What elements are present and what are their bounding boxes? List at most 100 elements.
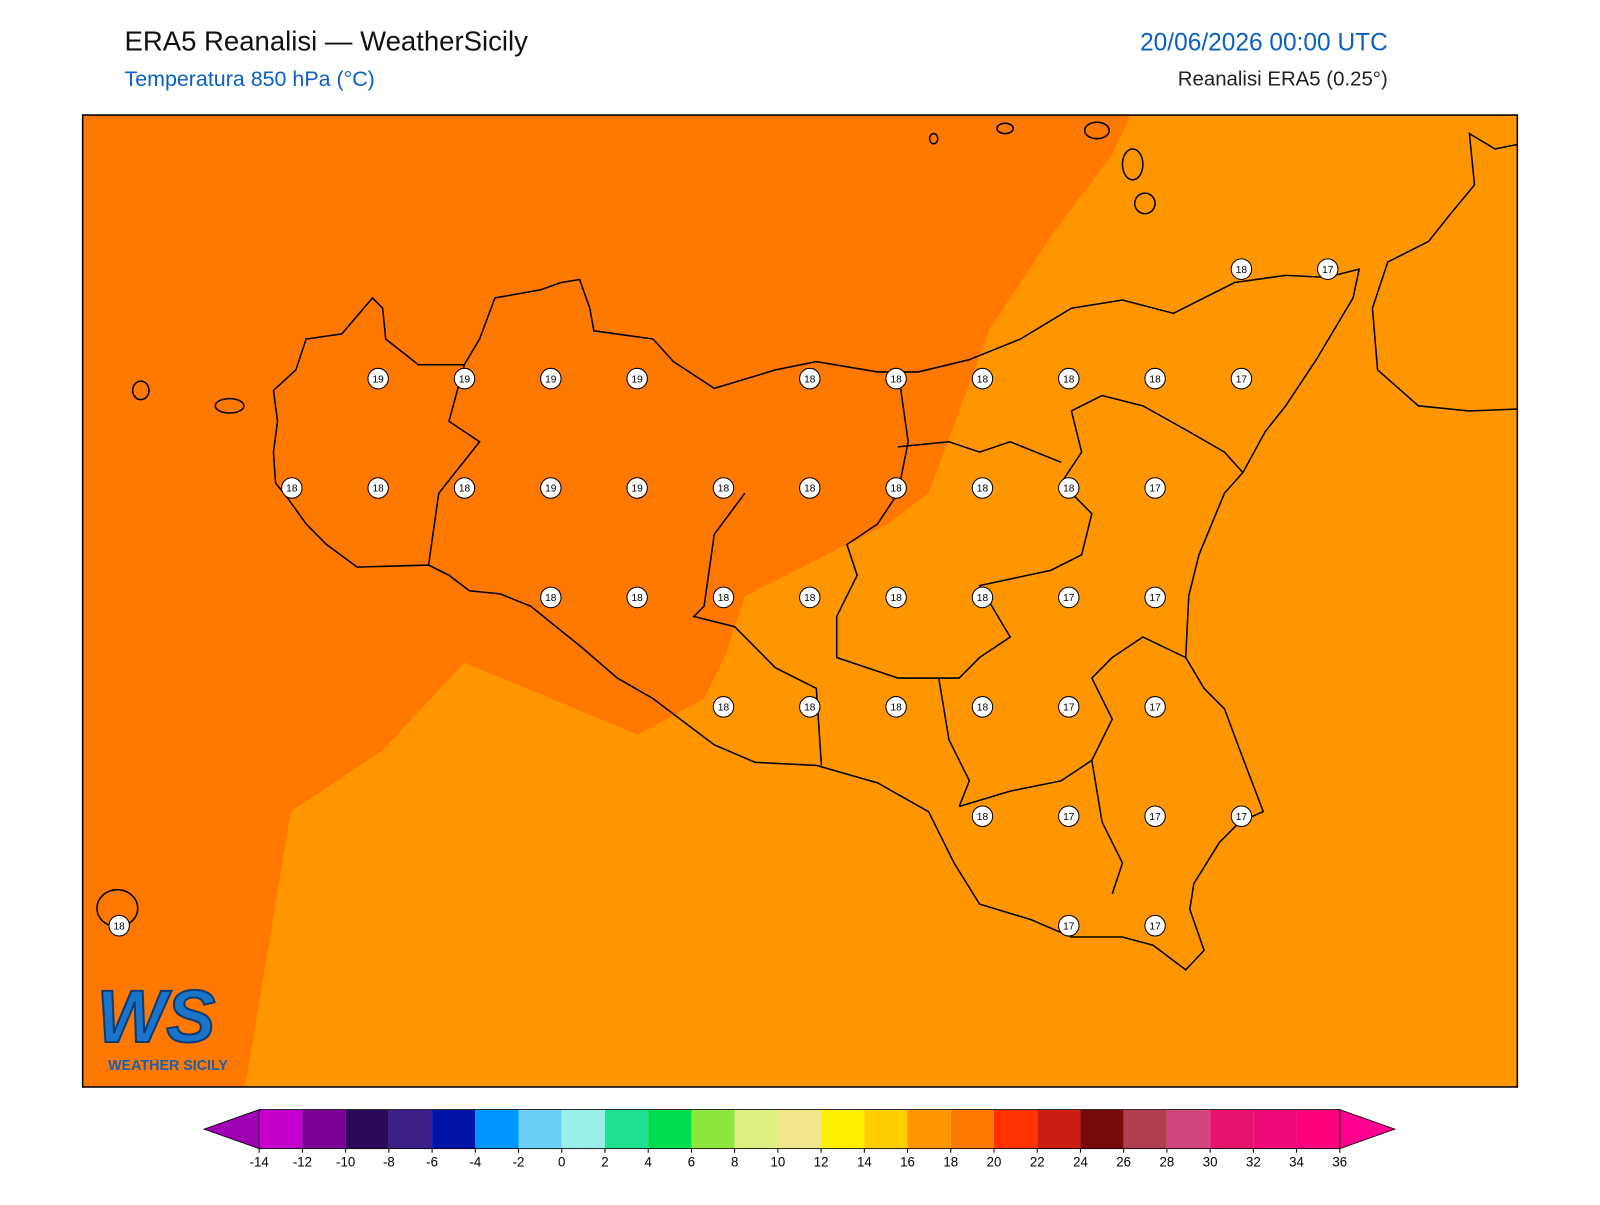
colorbar-segment — [734, 1109, 778, 1149]
date: 20/06/2026 00:00 UTC — [1140, 30, 1388, 57]
label-circle — [1058, 696, 1080, 718]
island — [1121, 148, 1144, 181]
label-circle — [971, 586, 994, 609]
station-labels: 18 17 19 19 19 19 18 18 18 18 18 17 18 18 18 19 19 18 18 18… — [108, 258, 1339, 937]
label-circle — [1317, 258, 1339, 280]
label-value: 18 — [1063, 484, 1075, 495]
label-value: 18 — [890, 484, 902, 495]
colorbar-tick-label: -6 — [426, 1155, 438, 1170]
label-circle — [885, 367, 907, 390]
label-circle — [1230, 805, 1253, 828]
colorbar-tick-label: 34 — [1289, 1155, 1304, 1170]
label-circle — [1144, 696, 1166, 718]
colorbar-segment — [1166, 1109, 1211, 1149]
label-value: 18 — [977, 812, 989, 823]
label-value: 17 — [1149, 593, 1161, 604]
colorbar-segment — [907, 1109, 951, 1149]
subtitle: Temperatura 850 hPa (°C) — [124, 67, 374, 91]
label-circle — [1144, 914, 1166, 937]
label-circle — [367, 367, 389, 390]
label-circle — [1058, 914, 1080, 937]
label-value: 17 — [1149, 921, 1161, 932]
colorbar-segment — [1080, 1109, 1124, 1149]
label-circle — [799, 477, 821, 499]
label-value: 18 — [890, 703, 902, 714]
colorbar-segment — [1296, 1109, 1340, 1149]
colorbar-tick-label: 20 — [987, 1155, 1002, 1170]
island — [996, 122, 1015, 135]
label-value: 18 — [890, 593, 902, 604]
label-circle — [1144, 586, 1166, 609]
label-value: 18 — [1149, 374, 1161, 385]
label-value: 17 — [1063, 703, 1075, 714]
label-value: 17 — [1322, 265, 1334, 276]
label-circle — [540, 477, 562, 499]
label-circle — [712, 696, 735, 718]
label-circle — [1144, 367, 1166, 390]
colorbar-tick-label: 24 — [1073, 1155, 1088, 1170]
logo-name: WEATHER SICILY — [108, 1058, 228, 1074]
label-value: 19 — [631, 484, 643, 495]
island — [1133, 192, 1156, 215]
colorbar-segment — [691, 1109, 735, 1149]
label-value: 17 — [1149, 703, 1161, 714]
colorbar-tick-label: 8 — [731, 1155, 738, 1170]
colorbar-tick-label: -2 — [513, 1155, 525, 1170]
label-circle — [799, 696, 821, 718]
label-value: 18 — [631, 593, 643, 604]
label-circle — [453, 367, 476, 390]
colorbar-tick-label: 0 — [558, 1155, 565, 1170]
colorbar-tick-label: 30 — [1203, 1155, 1218, 1170]
label-circle — [1058, 477, 1080, 499]
colorbar-tick-label: -10 — [336, 1155, 355, 1170]
label-value: 17 — [1063, 812, 1075, 823]
label-circle — [971, 696, 994, 718]
label-circle — [1058, 586, 1080, 609]
colorbar-segment — [259, 1109, 303, 1149]
label-value: 18 — [1236, 265, 1248, 276]
colorbar-tick-label: 10 — [771, 1155, 786, 1170]
label-value: 17 — [1236, 374, 1248, 385]
label-value: 18 — [804, 593, 816, 604]
label-circle — [971, 367, 994, 390]
label-value: 18 — [286, 484, 298, 495]
label-circle — [108, 914, 130, 937]
colorbar-arrow — [202, 1109, 260, 1150]
province-borders — [427, 364, 1244, 895]
colorbar-segment — [950, 1109, 994, 1149]
source: Reanalisi ERA5 (0.25°) — [1178, 68, 1388, 91]
label-circle — [367, 477, 389, 499]
colorbar-tick-label: 18 — [943, 1155, 958, 1170]
label-value: 18 — [804, 484, 816, 495]
colorbar-segment — [864, 1109, 908, 1149]
label-value: 19 — [372, 374, 384, 385]
colorbar-tick-label: 16 — [900, 1155, 915, 1170]
label-circle — [1144, 477, 1166, 499]
colorbar-segment — [475, 1109, 519, 1149]
colorbar-segment — [561, 1109, 605, 1149]
label-circle — [971, 477, 994, 499]
label-circle — [626, 586, 648, 609]
colorbar-tick-label: 6 — [688, 1155, 695, 1170]
colorbar-tick-label: 22 — [1030, 1155, 1045, 1170]
colorbar-tick-label: 14 — [857, 1155, 872, 1170]
colorbar-tick-label: -4 — [469, 1155, 481, 1170]
label-circle — [799, 586, 821, 609]
label-value: 18 — [1063, 374, 1075, 385]
colorbar-tick-label: -8 — [383, 1155, 395, 1170]
label-circle — [540, 367, 562, 390]
label-circle — [712, 477, 735, 499]
label-value: 18 — [372, 484, 384, 495]
colorbar-segment — [388, 1109, 433, 1149]
colorbar-segment — [648, 1109, 692, 1149]
island — [1083, 121, 1110, 140]
label-value: 17 — [1063, 593, 1075, 604]
colorbar-segment — [604, 1109, 649, 1149]
island — [214, 397, 245, 414]
colorbar-segment — [821, 1109, 865, 1149]
label-value: 18 — [977, 374, 989, 385]
label-circle — [626, 367, 648, 390]
label-value: 17 — [1063, 921, 1075, 932]
label-value: 17 — [1149, 484, 1161, 495]
label-value: 18 — [718, 703, 730, 714]
